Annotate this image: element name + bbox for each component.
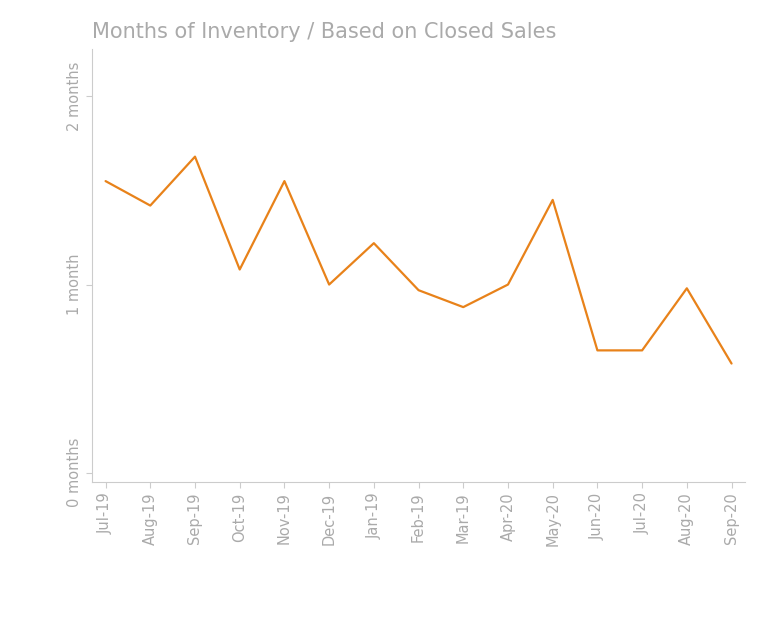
Text: Months of Inventory / Based on Closed Sales: Months of Inventory / Based on Closed Sa… (92, 22, 557, 42)
